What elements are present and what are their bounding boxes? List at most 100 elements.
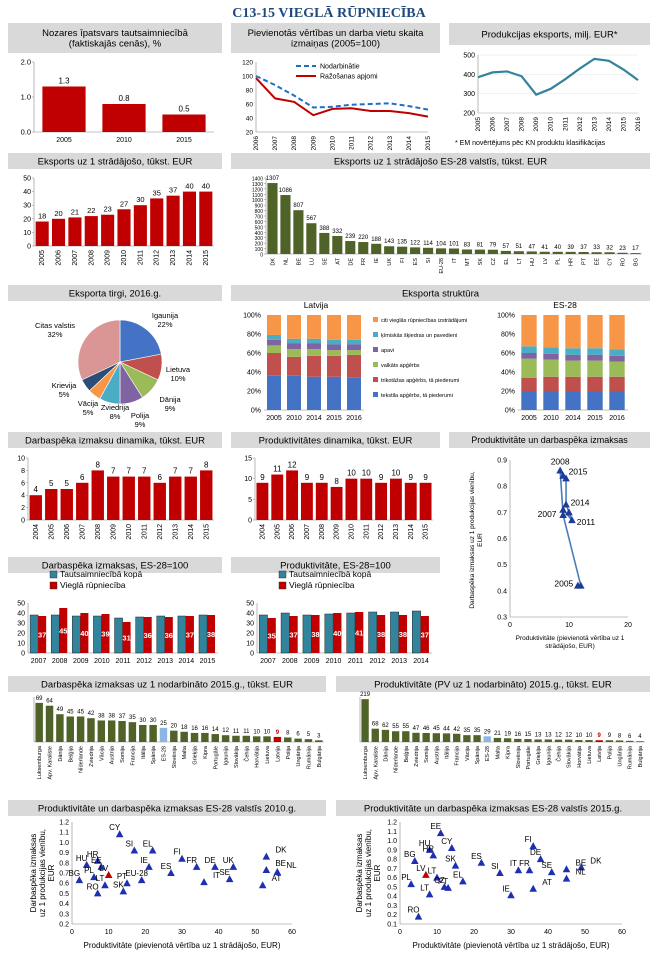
legend-swatch [278, 570, 287, 579]
x-tick-label: ES-28 [161, 746, 167, 761]
bar [91, 470, 104, 520]
panel-header-bg [8, 285, 222, 301]
point-label: PL [401, 873, 411, 882]
panel-title: Produktivitātes dinamika, tūkst. EUR [259, 435, 413, 446]
series-line [477, 57, 639, 96]
panel-header-bg [8, 432, 222, 448]
panel-header-bg [336, 676, 650, 692]
x-tick-label: Beļģija [403, 745, 410, 762]
stack-segment [609, 376, 625, 391]
data-label: 12 [555, 733, 562, 739]
data-label: 9 [260, 473, 265, 482]
y-tick-label: 1200 [252, 187, 263, 193]
data-label: 6 [628, 734, 632, 740]
point-marker [448, 843, 456, 851]
bar [143, 617, 152, 653]
stack-segment [307, 349, 321, 356]
x-tick-label: Malta [495, 745, 501, 759]
bar [397, 246, 408, 254]
x-axis-title: Produktivitāte (pievienotā vērtība uz 1 … [84, 941, 281, 950]
point-marker [562, 874, 571, 882]
data-label: 135 [397, 240, 408, 246]
label-line: Darbaspēka izmaksas uz 1 produkcijas vie… [469, 471, 476, 608]
y-tick-label: 1.0 [387, 838, 397, 845]
y-tick-label: 1100 [252, 193, 263, 199]
data-label: 20 [54, 209, 62, 218]
bar [371, 243, 382, 254]
bar [133, 205, 147, 246]
point-label: RO [87, 882, 99, 891]
point-marker [119, 887, 128, 895]
panel-header-bg [231, 557, 440, 573]
grouped-bar-c11: 0 10 20 30 40 50 37 2007 45 2008 40 2009 39 2010 31 201… [17, 569, 218, 665]
label-line: Darbaspēka izmaksas [29, 834, 38, 913]
y-tick-label: 0.5 [387, 884, 397, 891]
label-line: EUR [47, 864, 56, 881]
slice-label: Lietuva 10% [166, 365, 191, 383]
y-tick-label: 8 [21, 468, 25, 475]
bar [93, 615, 102, 654]
x-tick-label: SK [478, 258, 484, 266]
x-tick-label: 20 [470, 929, 478, 936]
trajectory-line [559, 470, 582, 587]
point-label: AT [272, 874, 282, 883]
data-label: 39 [101, 630, 109, 639]
bar [122, 476, 135, 520]
y-tick-label: 0 [21, 651, 25, 658]
data-label: 49 [57, 707, 64, 713]
legend-label: valkāts apģērbs [381, 362, 420, 369]
y-tick-label: 0.7 [497, 510, 507, 517]
y-tick-label: 0.3 [387, 903, 397, 910]
data-label: 188 [371, 237, 382, 243]
data-label: 23 [103, 205, 111, 214]
point-marker [414, 912, 423, 920]
point-marker [262, 865, 271, 873]
bar [626, 740, 634, 742]
point-marker [148, 846, 157, 854]
bar [493, 737, 502, 742]
y-tick-label: 800 [255, 209, 264, 215]
y-tick-label: 0.6 [387, 875, 397, 882]
panel-title: Produkcijas eksports, milj. EUR* [481, 29, 618, 40]
stack-segment [521, 353, 537, 359]
label-line: 8% [110, 412, 121, 421]
x-tick-label: RO [621, 257, 627, 266]
y-tick-label: 20% [247, 389, 261, 396]
x-tick-label: 2005 [39, 250, 46, 266]
point-label: HR [423, 844, 435, 853]
data-label: 35 [464, 728, 471, 734]
bar [29, 495, 42, 520]
stack-segment [565, 376, 581, 391]
stack-segment [327, 339, 341, 345]
y-tick-label: 0.4 [497, 588, 507, 595]
x-tick-label: EU-28 [439, 258, 445, 274]
data-label: 47 [528, 244, 535, 250]
data-label: 31 [122, 634, 130, 643]
bar-chart-c8: 0 2 4 6 8 10 4 2004 5 2005 5 2006 6 2007 8 2008 7 2009 7 20… [17, 456, 214, 540]
subtitle-es28: ES-28 [553, 300, 577, 310]
x-tick-label: Horvātija [255, 745, 261, 768]
y-tick-label: 10 [23, 230, 31, 237]
x-tick-label: Luksemburga [37, 745, 43, 779]
bar [333, 613, 342, 653]
stack-segment [521, 377, 537, 391]
pie-slice [77, 319, 121, 381]
data-label: 47 [413, 726, 420, 732]
x-tick-label: 2014 [406, 136, 413, 151]
x-tick-label: Zviedrija [414, 745, 420, 767]
bar [404, 482, 417, 520]
bar [503, 738, 512, 742]
bar [554, 739, 563, 742]
stack-segment [543, 353, 559, 360]
point-marker [529, 842, 537, 850]
legend-swatch [49, 570, 58, 579]
stack-segment [521, 391, 537, 410]
data-label: 7 [142, 467, 147, 476]
x-tick-label: 2008 [52, 658, 68, 665]
data-label: 8 [286, 730, 290, 736]
x-tick-label: 2010 [548, 117, 555, 132]
point-label: BG [69, 869, 81, 878]
stack-segment [307, 343, 321, 350]
x-tick-label: 2006 [64, 524, 71, 540]
